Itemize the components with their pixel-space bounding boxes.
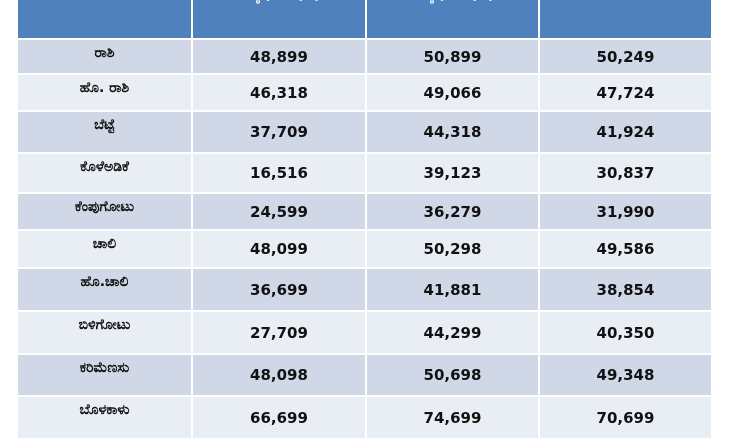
value-cell: 44,318 (367, 112, 538, 152)
value-cell: 70,699 (540, 397, 711, 438)
cell-text: 74,699 (423, 408, 482, 427)
value-cell: 50,249 (540, 40, 711, 73)
cell-text: 41,881 (423, 280, 482, 299)
cell-text: 66,699 (250, 408, 308, 427)
value-cell: 49,586 (540, 231, 711, 267)
cell-text: ಹೊ.ಚಾಲಿ (80, 274, 129, 290)
row-label: ರಾಶಿ (18, 40, 191, 73)
value-cell: 66,699 (193, 397, 365, 438)
value-cell: 48,098 (193, 355, 365, 395)
cell-text: ಕೊಳೆಅಡಿಕೆ (80, 159, 129, 175)
row-label: ಕರಿಮೆಣಸು (18, 355, 191, 395)
value-cell: 49,348 (540, 355, 711, 395)
cell-text: ಕನಿಷ್ಠ (Rs/Qtl) (238, 0, 321, 3)
value-cell: 27,709 (193, 312, 365, 353)
cell-text: ಗರಿಷ್ಠ (Rs/Qtl) (411, 0, 494, 3)
cell-text: 30,837 (596, 164, 655, 182)
value-cell: 36,279 (367, 194, 538, 229)
value-cell: 38,854 (540, 269, 711, 310)
value-cell: 41,924 (540, 112, 711, 152)
value-cell: 47,724 (540, 75, 711, 110)
cell-text: 50,249 (596, 47, 655, 66)
row-label: ಚಾಲಿ (18, 231, 191, 267)
cell-text: 46,318 (250, 83, 308, 102)
cell-text: 36,279 (423, 202, 482, 221)
value-cell: 39,123 (367, 154, 538, 192)
value-cell: 30,837 (540, 154, 711, 192)
cell-text: 16,516 (250, 164, 308, 182)
value-cell: 49,066 (367, 75, 538, 110)
value-cell: 40,350 (540, 312, 711, 353)
row-label: ಬಿಳಿಗೋಟು (18, 312, 191, 353)
value-cell: 44,299 (367, 312, 538, 353)
cell-text: 49,066 (423, 83, 482, 102)
row-label: ಕೆಂಪುಗೋಟು (18, 194, 191, 229)
value-cell: 16,516 (193, 154, 365, 192)
cell-text: 44,318 (423, 123, 482, 141)
value-cell: 50,698 (367, 355, 538, 395)
cell-text: ಕೆಂಪುಗೋಟು (74, 199, 135, 215)
value-cell: 36,699 (193, 269, 365, 310)
cell-text: 39,123 (423, 164, 482, 182)
cell-text: 70,699 (596, 408, 655, 427)
cell-text: ಚಾಲಿ (92, 236, 117, 252)
row-label: ಬೆಟ್ಟೆ (18, 112, 191, 152)
cell-text: 48,099 (250, 240, 308, 258)
cell-text: 36,699 (250, 280, 308, 299)
value-cell: 31,990 (540, 194, 711, 229)
cell-text: ರಾಶಿ (94, 45, 115, 61)
header-cell (540, 0, 711, 38)
header-cell: ಕನಿಷ್ಠ (Rs/Qtl) (193, 0, 365, 38)
cell-text: 48,899 (250, 47, 308, 66)
value-cell: 48,899 (193, 40, 365, 73)
cell-text: 44,299 (423, 323, 482, 342)
cell-text: 48,098 (250, 366, 308, 384)
cell-text: 27,709 (250, 323, 308, 342)
cell-text: ಬಿಳಿಗೋಟು (78, 317, 131, 333)
row-label: ಹೊ. ರಾಶಿ (18, 75, 191, 110)
value-cell: 37,709 (193, 112, 365, 152)
cell-text: 40,350 (596, 323, 655, 342)
value-cell: 48,099 (193, 231, 365, 267)
value-cell: 50,298 (367, 231, 538, 267)
cell-text: 31,990 (596, 202, 655, 221)
cell-text: ಹೊ. ರಾಶಿ (79, 80, 130, 96)
cell-text: 37,709 (250, 123, 308, 141)
value-cell: 24,599 (193, 194, 365, 229)
cell-text: 24,599 (250, 202, 308, 221)
value-cell: 50,899 (367, 40, 538, 73)
cell-text: ಬೊಳಕಾಳು (79, 402, 130, 418)
cell-text: 49,586 (596, 240, 655, 258)
cell-text: ಬೆಟ್ಟೆ (94, 117, 115, 133)
value-cell: 41,881 (367, 269, 538, 310)
cell-text: 38,854 (596, 280, 655, 299)
cell-text: 50,698 (423, 366, 482, 384)
cell-text: 50,899 (423, 47, 482, 66)
row-label: ಕೊಳೆಅಡಿಕೆ (18, 154, 191, 192)
value-cell: 74,699 (367, 397, 538, 438)
cell-text: 50,298 (423, 240, 482, 258)
value-cell: 46,318 (193, 75, 365, 110)
header-cell: ಗರಿಷ್ಠ (Rs/Qtl) (367, 0, 538, 38)
cell-text: 49,348 (596, 366, 655, 384)
cell-text: ಕರಿಮೆಣಸು (79, 360, 130, 376)
row-label: ಹೊ.ಚಾಲಿ (18, 269, 191, 310)
cell-text: 47,724 (596, 83, 655, 102)
cell-text: 41,924 (596, 123, 655, 141)
header-cell (18, 0, 191, 38)
row-label: ಬೊಳಕಾಳು (18, 397, 191, 438)
